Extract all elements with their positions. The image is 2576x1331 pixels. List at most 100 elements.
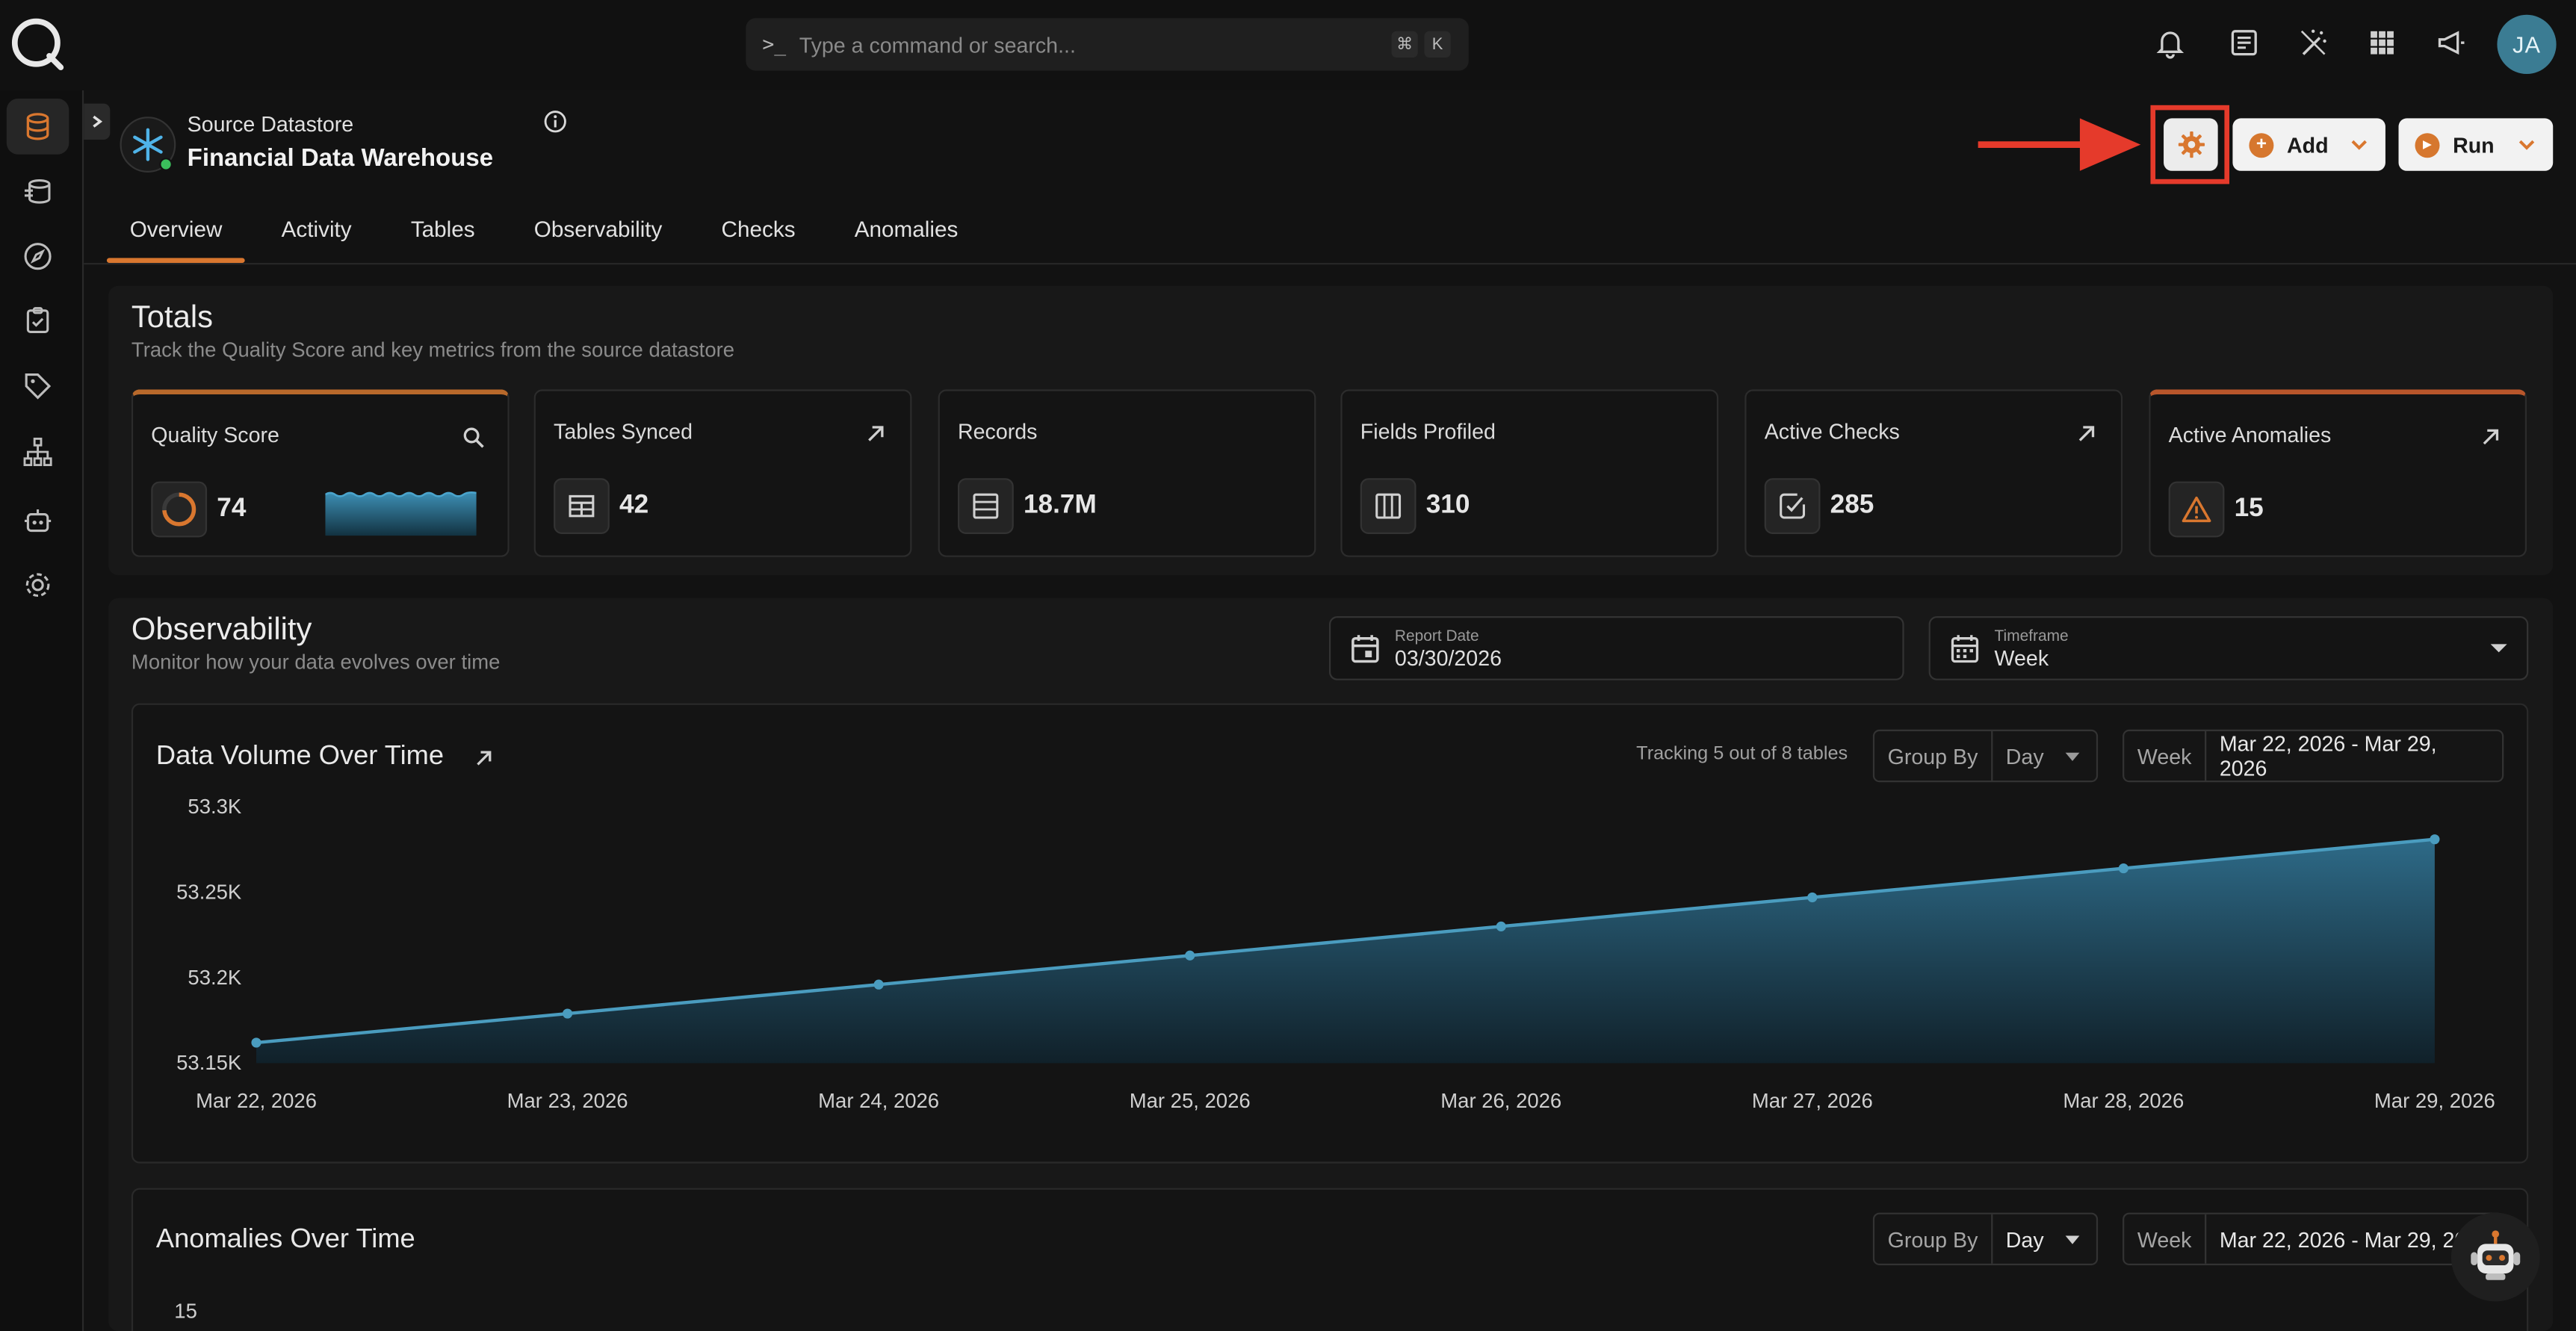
command-search-input[interactable]: >_ Type a command or search... ⌘ K bbox=[746, 18, 1469, 71]
volume-point[interactable] bbox=[251, 1037, 261, 1048]
anomalies-card: Anomalies Over Time Group By Day Week Ma… bbox=[131, 1188, 2529, 1331]
card-value: 15 bbox=[2234, 494, 2264, 523]
document-icon[interactable] bbox=[2224, 23, 2264, 63]
tab-activity[interactable]: Activity bbox=[281, 217, 352, 242]
week-range-picker[interactable]: Week Mar 22, 2026 - Mar 29, 2026 bbox=[2123, 729, 2504, 783]
datastore-name: Financial Data Warehouse bbox=[187, 144, 494, 173]
tab-anomalies[interactable]: Anomalies bbox=[854, 217, 959, 242]
sidebar-item-settings[interactable] bbox=[7, 557, 69, 613]
gear-icon bbox=[2177, 131, 2204, 158]
week-label: Week bbox=[2124, 731, 2207, 781]
plus-icon: + bbox=[2249, 132, 2274, 158]
group-by-label: Group By bbox=[1874, 1214, 1993, 1264]
sidebar-item-agents[interactable] bbox=[7, 493, 69, 549]
card-value: 285 bbox=[1830, 491, 1874, 520]
table-icon-box bbox=[554, 478, 610, 534]
totals-title: Totals bbox=[131, 300, 214, 335]
sidebar-item-datastores[interactable] bbox=[6, 99, 69, 155]
sidebar-item-tags[interactable] bbox=[7, 359, 69, 415]
report-date-field[interactable]: Report Date 03/30/2026 bbox=[1328, 616, 1904, 680]
rows-icon bbox=[973, 493, 999, 519]
x-tick-label: Mar 22, 2026 bbox=[196, 1089, 317, 1112]
compass-icon bbox=[24, 243, 52, 270]
tab-overview[interactable]: Overview bbox=[106, 204, 246, 263]
sidebar-item-checks[interactable] bbox=[7, 293, 69, 349]
card-active-checks[interactable]: Active Checks 285 bbox=[1744, 389, 2123, 557]
quality-sparkline bbox=[325, 491, 477, 536]
card-title: Quality Score bbox=[151, 422, 279, 447]
caret-down-icon bbox=[2065, 752, 2080, 761]
magic-wand-icon[interactable] bbox=[2294, 23, 2333, 63]
search-placeholder: Type a command or search... bbox=[799, 31, 1076, 57]
apps-grid-icon[interactable] bbox=[2362, 23, 2402, 63]
chevron-right-icon bbox=[93, 115, 103, 128]
x-tick-label: Mar 26, 2026 bbox=[1440, 1089, 1561, 1112]
megaphone-icon[interactable] bbox=[2431, 23, 2471, 63]
group-by-select[interactable]: Group By Day bbox=[1872, 729, 2099, 783]
calendar-icon bbox=[1951, 635, 1979, 663]
bell-icon[interactable] bbox=[2150, 23, 2190, 63]
volume-point[interactable] bbox=[1185, 950, 1195, 961]
sidebar-item-lineage[interactable] bbox=[7, 424, 69, 480]
volume-point[interactable] bbox=[1807, 892, 1818, 903]
fields-icon-box bbox=[1360, 478, 1417, 534]
tracking-text: Tracking 5 out of 8 tables bbox=[1636, 744, 1848, 764]
anomalies-week-range-picker[interactable]: Week Mar 22, 2026 - Mar 29, 20 bbox=[2123, 1212, 2504, 1265]
volume-point[interactable] bbox=[2430, 834, 2440, 845]
annotation-highlight-box bbox=[2150, 105, 2230, 184]
chevron-down-icon bbox=[2351, 140, 2367, 150]
add-button-label: Add bbox=[2286, 132, 2329, 158]
run-button[interactable]: ▶ Run bbox=[2398, 118, 2554, 171]
sidebar-item-enrichment[interactable] bbox=[7, 164, 69, 220]
card-active-anomalies[interactable]: Active Anomalies 15 bbox=[2149, 389, 2527, 557]
app-logo-icon[interactable] bbox=[7, 13, 66, 72]
card-value: 18.7M bbox=[1023, 491, 1097, 520]
checks-icon-box bbox=[1764, 478, 1821, 534]
add-button[interactable]: + Add bbox=[2232, 118, 2385, 171]
tab-tables[interactable]: Tables bbox=[410, 217, 475, 242]
card-value: 74 bbox=[217, 494, 247, 523]
card-quality-score[interactable]: Quality Score 74 bbox=[131, 389, 510, 557]
arrow-up-right-icon[interactable] bbox=[473, 748, 495, 769]
group-by-value: Day bbox=[2005, 1226, 2044, 1252]
x-tick-label: Mar 29, 2026 bbox=[2374, 1089, 2495, 1112]
assistant-bot-button[interactable] bbox=[2450, 1212, 2540, 1302]
report-date-label: Report Date bbox=[1394, 627, 1479, 646]
arrow-up-right-icon[interactable] bbox=[864, 422, 888, 445]
group-by-value: Day bbox=[2005, 743, 2044, 769]
database-stack-icon bbox=[24, 179, 51, 204]
sidebar-expand-button[interactable] bbox=[84, 103, 111, 140]
search-icon[interactable] bbox=[462, 426, 485, 449]
card-fields-profiled: Fields Profiled 310 bbox=[1340, 389, 1719, 557]
anomalies-title: Anomalies Over Time bbox=[155, 1224, 415, 1254]
observability-subtitle: Monitor how your data evolves over time bbox=[131, 651, 501, 674]
info-icon[interactable] bbox=[544, 110, 567, 133]
chevron-down-icon bbox=[2518, 140, 2535, 150]
warning-icon bbox=[2182, 496, 2211, 523]
table-icon bbox=[569, 494, 595, 518]
volume-point[interactable] bbox=[562, 1008, 573, 1019]
volume-point[interactable] bbox=[1496, 921, 1506, 931]
user-avatar[interactable]: JA bbox=[2497, 14, 2557, 74]
sidebar-item-explore[interactable] bbox=[7, 229, 69, 285]
timeframe-label: Timeframe bbox=[1994, 627, 2069, 646]
datastore-avatar bbox=[120, 117, 176, 173]
check-square-icon bbox=[1780, 493, 1806, 519]
arrow-up-right-icon[interactable] bbox=[2479, 426, 2502, 449]
timeframe-select[interactable]: Timeframe Week bbox=[1928, 616, 2529, 680]
status-online-indicator bbox=[159, 158, 173, 171]
datastore-settings-button[interactable] bbox=[2164, 118, 2218, 171]
arrow-up-right-icon[interactable] bbox=[2075, 422, 2098, 445]
datastore-tabs: Overview Activity Tables Observability C… bbox=[106, 204, 981, 263]
tab-observability[interactable]: Observability bbox=[533, 217, 663, 242]
card-value: 310 bbox=[1425, 491, 1470, 520]
card-tables-synced[interactable]: Tables Synced 42 bbox=[533, 389, 912, 557]
tab-checks[interactable]: Checks bbox=[721, 217, 796, 242]
quality-gauge bbox=[151, 481, 208, 538]
anomalies-icon-box bbox=[2168, 481, 2225, 538]
y-tick-label: 53.2K bbox=[188, 966, 241, 989]
volume-point[interactable] bbox=[873, 979, 884, 990]
volume-point[interactable] bbox=[2118, 863, 2128, 874]
anomalies-group-by-select[interactable]: Group By Day bbox=[1872, 1212, 2099, 1265]
top-bar: >_ Type a command or search... ⌘ K JA bbox=[0, 0, 2576, 90]
